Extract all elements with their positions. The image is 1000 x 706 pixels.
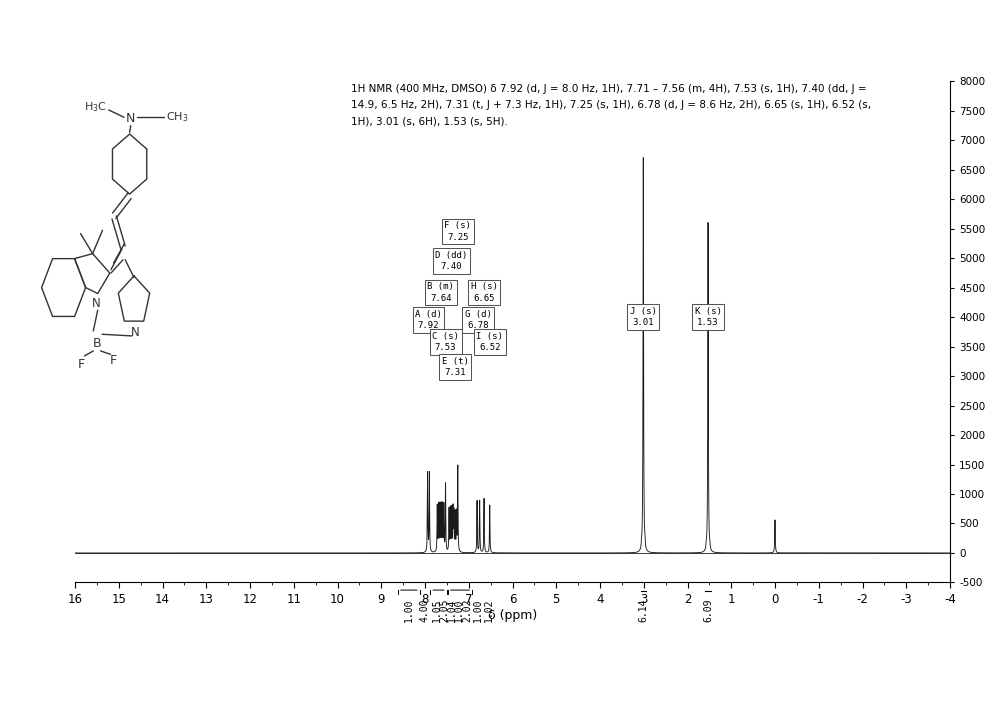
Text: 2.02: 2.02: [462, 599, 472, 623]
Text: B (m)
7.64: B (m) 7.64: [427, 282, 454, 303]
Text: 1.02: 1.02: [483, 599, 493, 623]
Text: N: N: [126, 112, 135, 126]
Text: C (s)
7.53: C (s) 7.53: [432, 332, 459, 352]
Text: 1H NMR (400 MHz, DMSO) δ 7.92 (d, J = 8.0 Hz, 1H), 7.71 – 7.56 (m, 4H), 7.53 (s,: 1H NMR (400 MHz, DMSO) δ 7.92 (d, J = 8.…: [351, 84, 866, 94]
Text: F: F: [78, 358, 85, 371]
Text: 6.14: 6.14: [638, 599, 648, 623]
Text: F (s)
7.25: F (s) 7.25: [444, 222, 471, 241]
Text: D (dd)
7.40: D (dd) 7.40: [435, 251, 467, 271]
Text: 14.9, 6.5 Hz, 2H), 7.31 (t, J + 7.3 Hz, 1H), 7.25 (s, 1H), 6.78 (d, J = 8.6 Hz, : 14.9, 6.5 Hz, 2H), 7.31 (t, J + 7.3 Hz, …: [351, 100, 871, 110]
Text: H (s)
6.65: H (s) 6.65: [471, 282, 498, 303]
Text: A (d)
7.92: A (d) 7.92: [415, 310, 442, 330]
Text: G (d)
6.78: G (d) 6.78: [465, 310, 492, 330]
Text: 1.00: 1.00: [473, 599, 482, 623]
Text: E (t)
7.31: E (t) 7.31: [442, 357, 469, 378]
Text: J (s)
3.01: J (s) 3.01: [630, 307, 657, 328]
Text: 1.04: 1.04: [447, 599, 457, 623]
Text: 6.09: 6.09: [703, 599, 713, 623]
Text: N: N: [131, 326, 139, 339]
Text: F: F: [110, 354, 117, 367]
Text: 2.05: 2.05: [439, 599, 449, 623]
Text: 1H), 3.01 (s, 6H), 1.53 (s, 5H).: 1H), 3.01 (s, 6H), 1.53 (s, 5H).: [351, 116, 508, 127]
Text: K (s)
1.53: K (s) 1.53: [695, 307, 722, 328]
Text: I (s)
6.52: I (s) 6.52: [476, 332, 503, 352]
Text: CH$_3$: CH$_3$: [166, 110, 188, 124]
Text: B: B: [92, 337, 101, 349]
X-axis label: δ (ppm): δ (ppm): [488, 609, 537, 622]
Text: 1.00: 1.00: [454, 599, 464, 623]
Text: 1.00: 1.00: [403, 599, 413, 623]
Text: 1.05: 1.05: [432, 599, 442, 623]
Text: N: N: [92, 297, 101, 310]
Text: 4.00: 4.00: [419, 599, 429, 623]
Text: H$_3$C: H$_3$C: [84, 100, 107, 114]
